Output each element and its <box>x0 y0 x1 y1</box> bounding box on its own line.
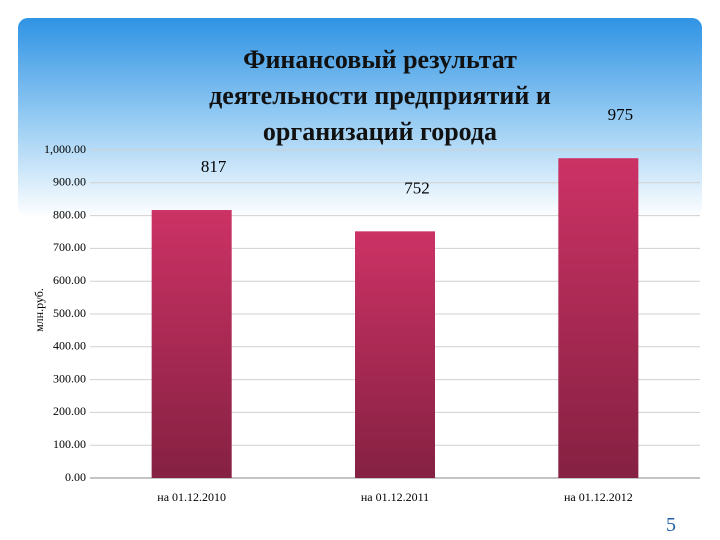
x-tick-label: на 01.12.2011 <box>361 490 429 504</box>
x-tick-label: на 01.12.2012 <box>564 490 633 504</box>
y-tick-label: 0.00 <box>65 470 86 484</box>
y-tick-label: 100.00 <box>53 437 86 451</box>
data-label: 817 <box>201 157 227 176</box>
y-tick-label: 700.00 <box>53 240 86 254</box>
bar-shade <box>151 210 232 479</box>
header-background <box>18 18 702 218</box>
data-label: 752 <box>404 178 430 197</box>
y-tick-label: 500.00 <box>53 306 86 320</box>
y-tick-label: 800.00 <box>53 207 86 221</box>
bar-shade <box>355 231 435 478</box>
page-number: 5 <box>666 514 676 536</box>
y-tick-label: 900.00 <box>53 175 86 189</box>
y-tick-label: 1,000.00 <box>44 142 86 156</box>
y-tick-label: 300.00 <box>53 371 86 385</box>
y-axis-label: млн.руб. <box>32 288 46 332</box>
y-tick-label: 200.00 <box>53 404 86 418</box>
chart-title: Финансовый результат деятельности предпр… <box>209 45 551 146</box>
y-tick-label: 600.00 <box>53 273 86 287</box>
x-tick-label: на 01.12.2010 <box>157 490 226 504</box>
data-label: 975 <box>608 105 634 124</box>
bar-shade <box>558 158 639 478</box>
y-tick-label: 400.00 <box>53 339 86 353</box>
